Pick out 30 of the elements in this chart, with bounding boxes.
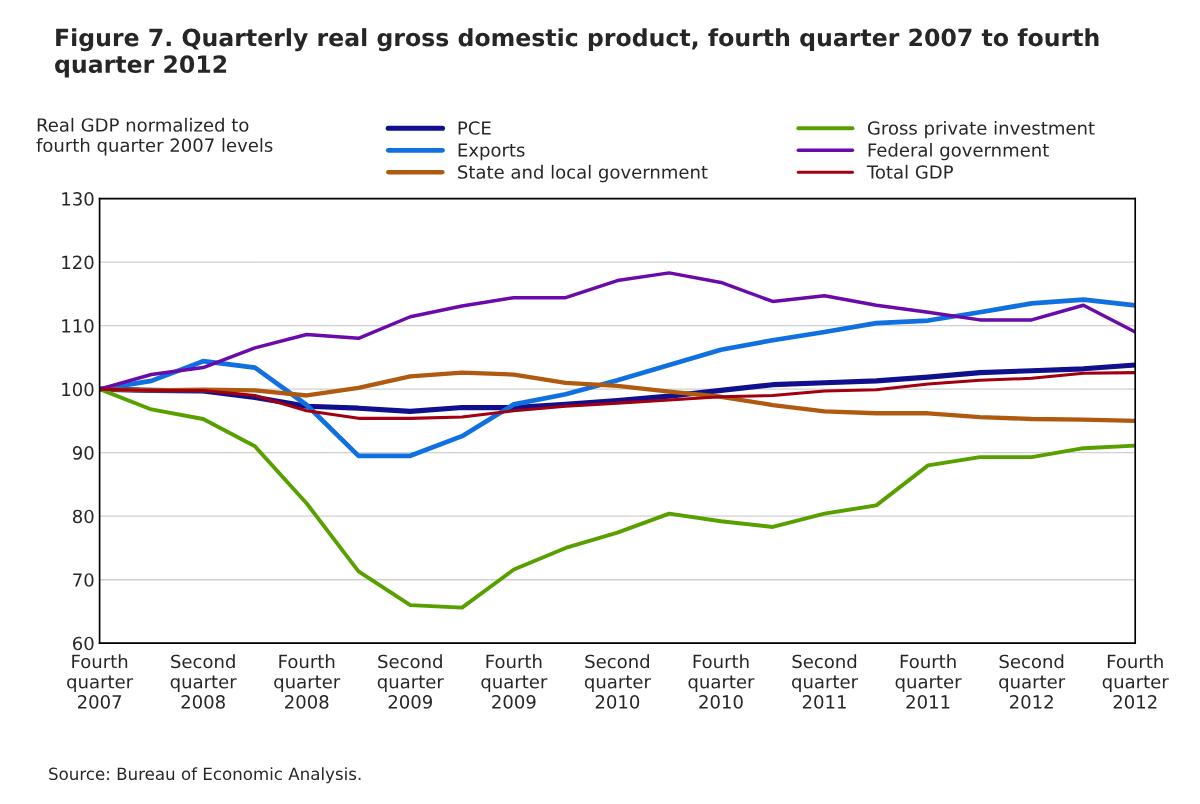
x-tick-label: Fourth quarter 2009: [481, 654, 548, 709]
legend-label: PCE: [458, 121, 491, 135]
legend-label: Exports: [458, 143, 525, 161]
y-tick-label: 70: [73, 573, 94, 587]
y-tick-label: 90: [72, 446, 94, 460]
legend-label: Federal government: [868, 142, 1049, 161]
x-tick-label: Second quarter 2012: [999, 654, 1066, 709]
x-tick-label: Second quarter 2008: [170, 654, 237, 709]
x-tick-label: Fourth quarter 2011: [895, 654, 962, 709]
x-tick-label: Fourth quarter 2012: [1102, 654, 1169, 709]
legend-label: Gross private investment: [867, 120, 1095, 139]
x-tick-label: Fourth quarter 2008: [274, 654, 341, 709]
y-tick-label: 120: [62, 255, 94, 270]
x-tick-label: Second quarter 2011: [792, 654, 859, 709]
x-tick-label: Fourth quarter 2010: [688, 654, 755, 709]
source-note: Source: Bureau of Economic Analysis.: [49, 767, 361, 784]
legend-label: Total GDP: [866, 164, 953, 179]
legend-label: State and local government: [458, 164, 708, 183]
line-series: [99, 297, 1136, 459]
x-tick-label: Fourth quarter 2007: [67, 654, 134, 709]
y-tick-label: 130: [62, 192, 94, 206]
line-series: [99, 271, 1136, 391]
y-tick-label: 110: [62, 319, 94, 333]
y-tick-label: 80: [72, 509, 94, 524]
y-tick-label: 100: [62, 382, 94, 397]
chart-title: Figure 7. Quarterly real gross domestic product, fourth quarter 2007 to fourth quarter 2012: [55, 28, 1099, 78]
y-tick-label: 60: [73, 636, 94, 651]
y-axis-title: Real GDP normalized to fourth quarter 2007 levels: [36, 117, 273, 156]
x-tick-label: Second quarter 2009: [377, 654, 444, 709]
x-tick-label: Second quarter 2010: [584, 654, 651, 709]
